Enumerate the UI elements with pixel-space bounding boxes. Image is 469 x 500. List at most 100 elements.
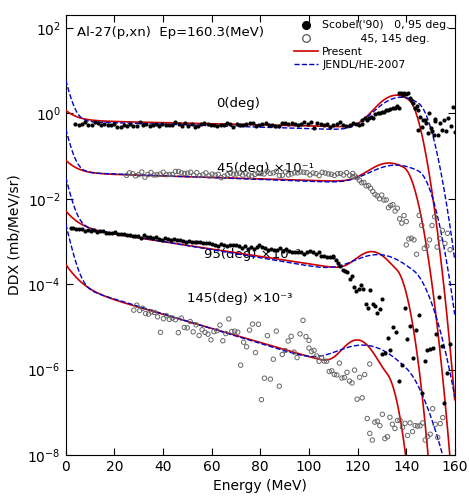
Point xyxy=(205,239,213,247)
Point xyxy=(371,302,379,310)
Point xyxy=(279,172,286,179)
Point xyxy=(343,368,351,376)
Point xyxy=(396,215,403,223)
Point xyxy=(141,173,149,181)
Point xyxy=(152,120,160,128)
Point xyxy=(233,120,241,128)
Point xyxy=(320,121,327,129)
Point xyxy=(447,122,454,130)
Point xyxy=(324,253,331,261)
Point xyxy=(170,234,178,242)
Point xyxy=(440,116,448,124)
Point xyxy=(374,110,381,118)
Point xyxy=(416,212,423,220)
Point xyxy=(306,247,313,255)
Point xyxy=(367,113,375,121)
Point xyxy=(159,120,166,128)
Point xyxy=(312,170,320,177)
Point xyxy=(216,321,224,329)
Point xyxy=(398,361,406,369)
Point xyxy=(318,168,326,176)
Point xyxy=(98,121,105,129)
Point xyxy=(145,310,152,318)
Point xyxy=(108,230,116,237)
Text: 45(deg) ×10⁻¹: 45(deg) ×10⁻¹ xyxy=(217,162,313,175)
Point xyxy=(437,420,444,428)
Point xyxy=(333,371,340,379)
Point xyxy=(262,119,270,127)
Point xyxy=(150,234,157,242)
Point xyxy=(188,120,195,128)
Point xyxy=(341,267,348,275)
Point xyxy=(143,120,150,128)
Point xyxy=(430,130,438,138)
Point xyxy=(218,174,225,182)
Point xyxy=(429,127,436,135)
Point xyxy=(197,120,205,128)
Point xyxy=(406,419,414,427)
Point xyxy=(227,169,234,177)
Point xyxy=(300,168,308,176)
Point xyxy=(268,120,276,128)
Point xyxy=(244,244,251,252)
Point xyxy=(266,170,274,177)
Point xyxy=(245,171,252,179)
Point xyxy=(276,172,283,179)
Point xyxy=(110,120,118,128)
Point xyxy=(72,120,79,128)
Point xyxy=(249,320,256,328)
Point xyxy=(159,236,166,244)
Point xyxy=(262,244,269,252)
Point xyxy=(198,326,206,334)
Point xyxy=(350,282,358,290)
Point xyxy=(389,104,396,112)
Point xyxy=(210,121,218,129)
Point xyxy=(196,332,203,340)
Point xyxy=(413,102,420,110)
Point xyxy=(146,122,153,130)
Point xyxy=(362,300,370,308)
Point xyxy=(318,354,325,362)
Point xyxy=(174,328,182,336)
Point xyxy=(320,357,328,365)
Point xyxy=(233,170,240,178)
Point xyxy=(436,234,444,242)
Point xyxy=(418,123,425,131)
Point xyxy=(373,310,381,318)
Point xyxy=(416,422,424,430)
Point xyxy=(401,304,408,312)
Point xyxy=(162,121,169,129)
Point xyxy=(231,327,238,335)
Point xyxy=(395,104,403,112)
Point xyxy=(371,110,379,118)
Point xyxy=(353,395,361,403)
Point xyxy=(220,121,227,129)
Point xyxy=(376,108,383,116)
Point xyxy=(91,226,98,234)
Point xyxy=(184,169,191,177)
Point xyxy=(160,314,167,322)
Point xyxy=(393,416,401,424)
Point xyxy=(428,222,436,230)
Point xyxy=(130,122,137,130)
Point xyxy=(303,168,310,176)
Point xyxy=(178,314,185,322)
Point xyxy=(191,238,198,246)
Point xyxy=(273,246,281,254)
Point xyxy=(391,207,399,215)
Point xyxy=(391,424,399,432)
Point xyxy=(421,358,428,366)
Point xyxy=(282,246,290,254)
Point xyxy=(340,171,348,179)
Point xyxy=(139,304,146,312)
Point xyxy=(212,171,219,179)
Point xyxy=(205,172,213,180)
Point xyxy=(209,240,216,248)
Point xyxy=(135,170,143,178)
Point xyxy=(168,121,176,129)
Point xyxy=(297,248,304,256)
Point xyxy=(120,230,128,238)
Point xyxy=(200,239,207,247)
Point xyxy=(351,172,359,180)
Point xyxy=(451,128,459,136)
